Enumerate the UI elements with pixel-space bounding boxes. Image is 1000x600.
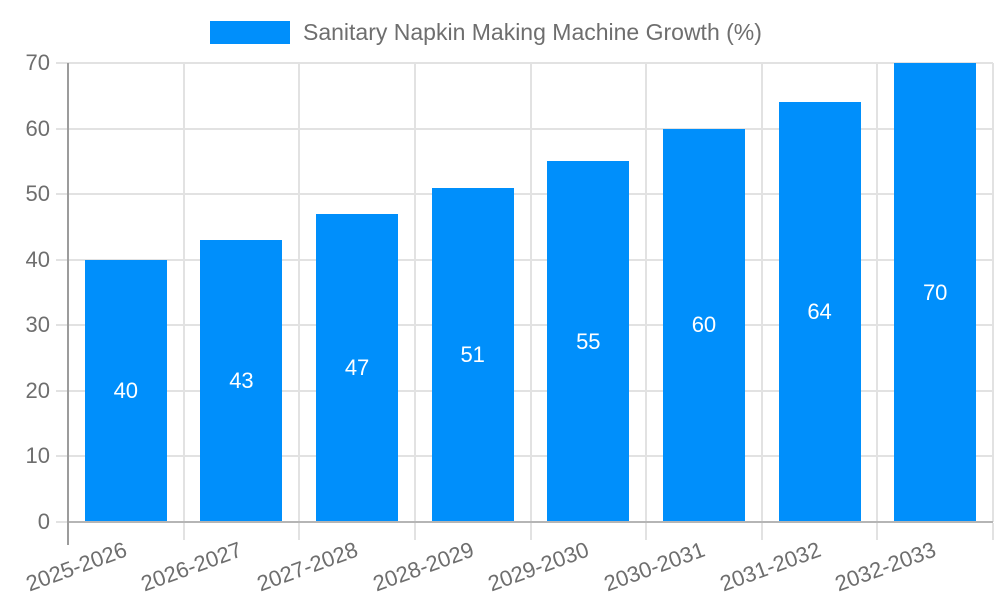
x-gridline — [876, 63, 879, 522]
y-tick — [56, 389, 68, 392]
y-tick — [56, 62, 68, 64]
y-tick-label: 30 — [25, 312, 50, 338]
bar-value-label: 47 — [344, 354, 370, 380]
bar-value-label: 51 — [460, 341, 485, 367]
y-tick — [56, 258, 68, 261]
y-tick — [56, 193, 68, 196]
bar: 47 — [316, 213, 399, 522]
y-tick-label: 40 — [25, 246, 50, 272]
y-axis-line — [67, 63, 69, 545]
bar: 60 — [662, 128, 745, 522]
x-gridline — [992, 63, 994, 522]
bar-value-label: 64 — [807, 299, 832, 325]
y-tick-label: 0 — [37, 509, 50, 534]
x-tick — [298, 523, 301, 540]
bar: 51 — [431, 187, 514, 522]
x-gridline — [645, 63, 648, 522]
y-tick-label: 50 — [25, 181, 50, 207]
bar-value-label: 43 — [229, 368, 254, 393]
y-tick-label: 10 — [25, 443, 50, 469]
x-tick — [182, 523, 185, 540]
y-tick — [56, 521, 68, 523]
legend-swatch — [210, 20, 290, 44]
y-tick-label: 60 — [25, 115, 50, 141]
x-tick — [645, 523, 648, 540]
x-tick — [413, 523, 416, 540]
legend-item[interactable]: Sanitary Napkin Making Machine Growth (%… — [210, 17, 762, 47]
legend-label: Sanitary Napkin Making Machine Growth (%… — [303, 19, 762, 45]
y-tick — [56, 455, 68, 458]
x-gridline — [529, 63, 532, 522]
bar: 43 — [200, 240, 283, 522]
y-tick — [56, 127, 68, 130]
x-tick — [992, 523, 994, 540]
bar-value-label: 40 — [113, 377, 139, 403]
x-tick — [529, 523, 532, 540]
x-tick — [876, 523, 879, 540]
bar: 40 — [84, 259, 167, 522]
x-tick — [760, 523, 763, 540]
bar: 64 — [778, 102, 861, 522]
bar: 70 — [894, 63, 977, 522]
bar-value-label: 70 — [922, 279, 948, 305]
x-gridline — [298, 63, 301, 522]
bar-value-label: 60 — [691, 312, 717, 338]
x-gridline — [413, 63, 416, 522]
y-tick-label: 70 — [25, 50, 50, 75]
bar-value-label: 55 — [576, 328, 601, 354]
x-axis-line — [68, 521, 993, 523]
bar: 55 — [547, 161, 630, 522]
y-tick-label: 20 — [25, 377, 50, 403]
x-gridline — [182, 63, 185, 522]
y-tick — [56, 324, 68, 327]
x-gridline — [760, 63, 763, 522]
